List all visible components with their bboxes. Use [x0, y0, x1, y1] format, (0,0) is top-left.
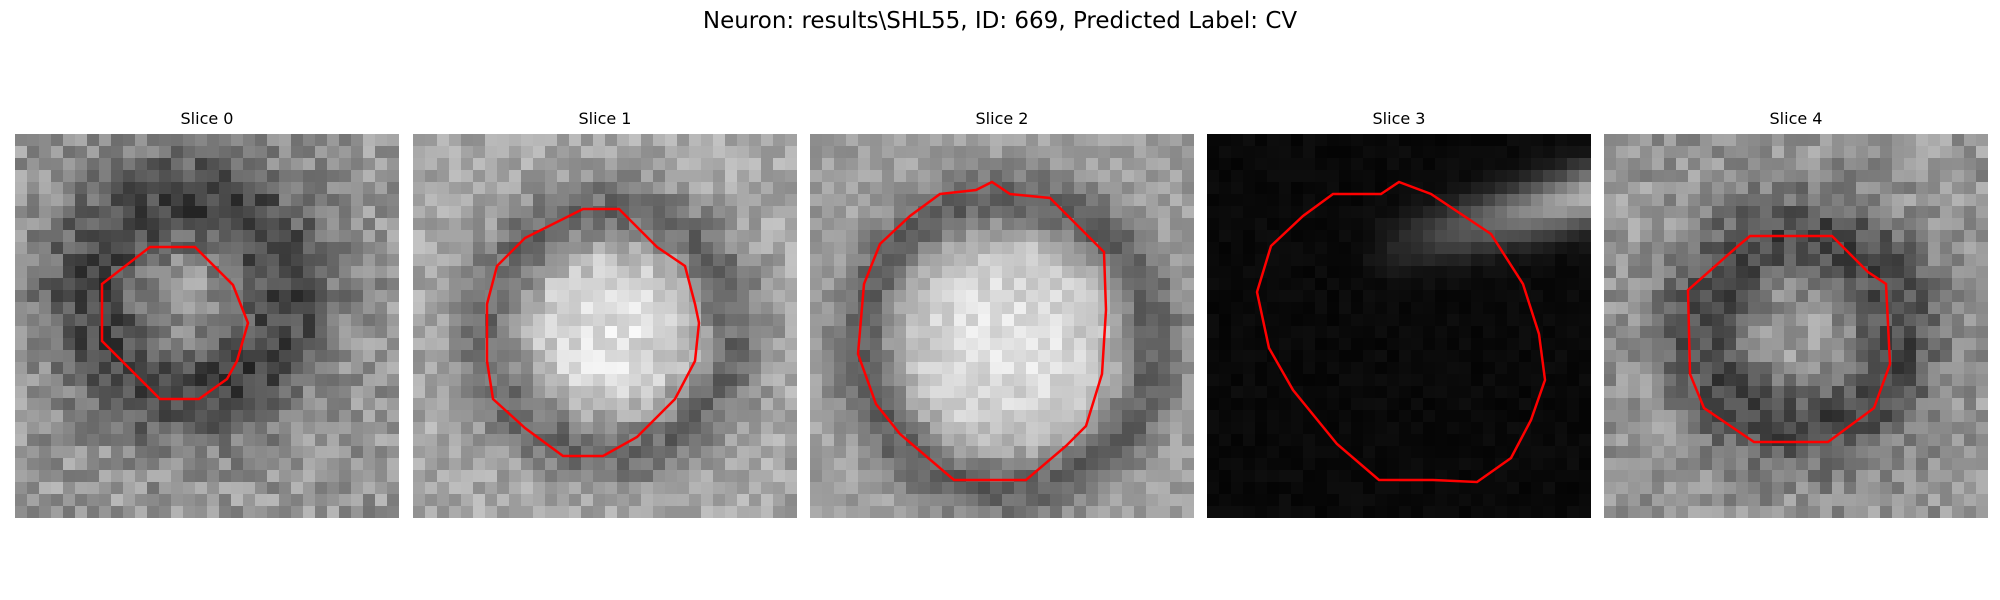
grayscale-field — [15, 134, 399, 518]
grayscale-field — [810, 134, 1194, 518]
slice-title: Slice 3 — [1372, 109, 1426, 128]
slice-title: Slice 2 — [975, 109, 1029, 128]
roi-contour — [856, 180, 1108, 482]
slice-title: Slice 0 — [180, 109, 234, 128]
grayscale-field — [1604, 134, 1988, 518]
figure-title: Neuron: results\SHL55, ID: 669, Predicte… — [702, 8, 1298, 34]
grayscale-field — [413, 134, 797, 518]
slice-image-0 — [15, 134, 399, 518]
roi-contour — [1686, 234, 1892, 444]
slice-image-2 — [810, 134, 1194, 518]
slice-image-3 — [1207, 134, 1591, 518]
slice-title: Slice 4 — [1769, 109, 1823, 128]
grayscale-field — [1207, 134, 1591, 518]
roi-contour — [100, 245, 250, 401]
slice-title: Slice 1 — [578, 109, 632, 128]
roi-contour — [1255, 180, 1547, 484]
slice-image-4 — [1604, 134, 1988, 518]
roi-contour — [485, 207, 701, 458]
slice-image-1 — [413, 134, 797, 518]
